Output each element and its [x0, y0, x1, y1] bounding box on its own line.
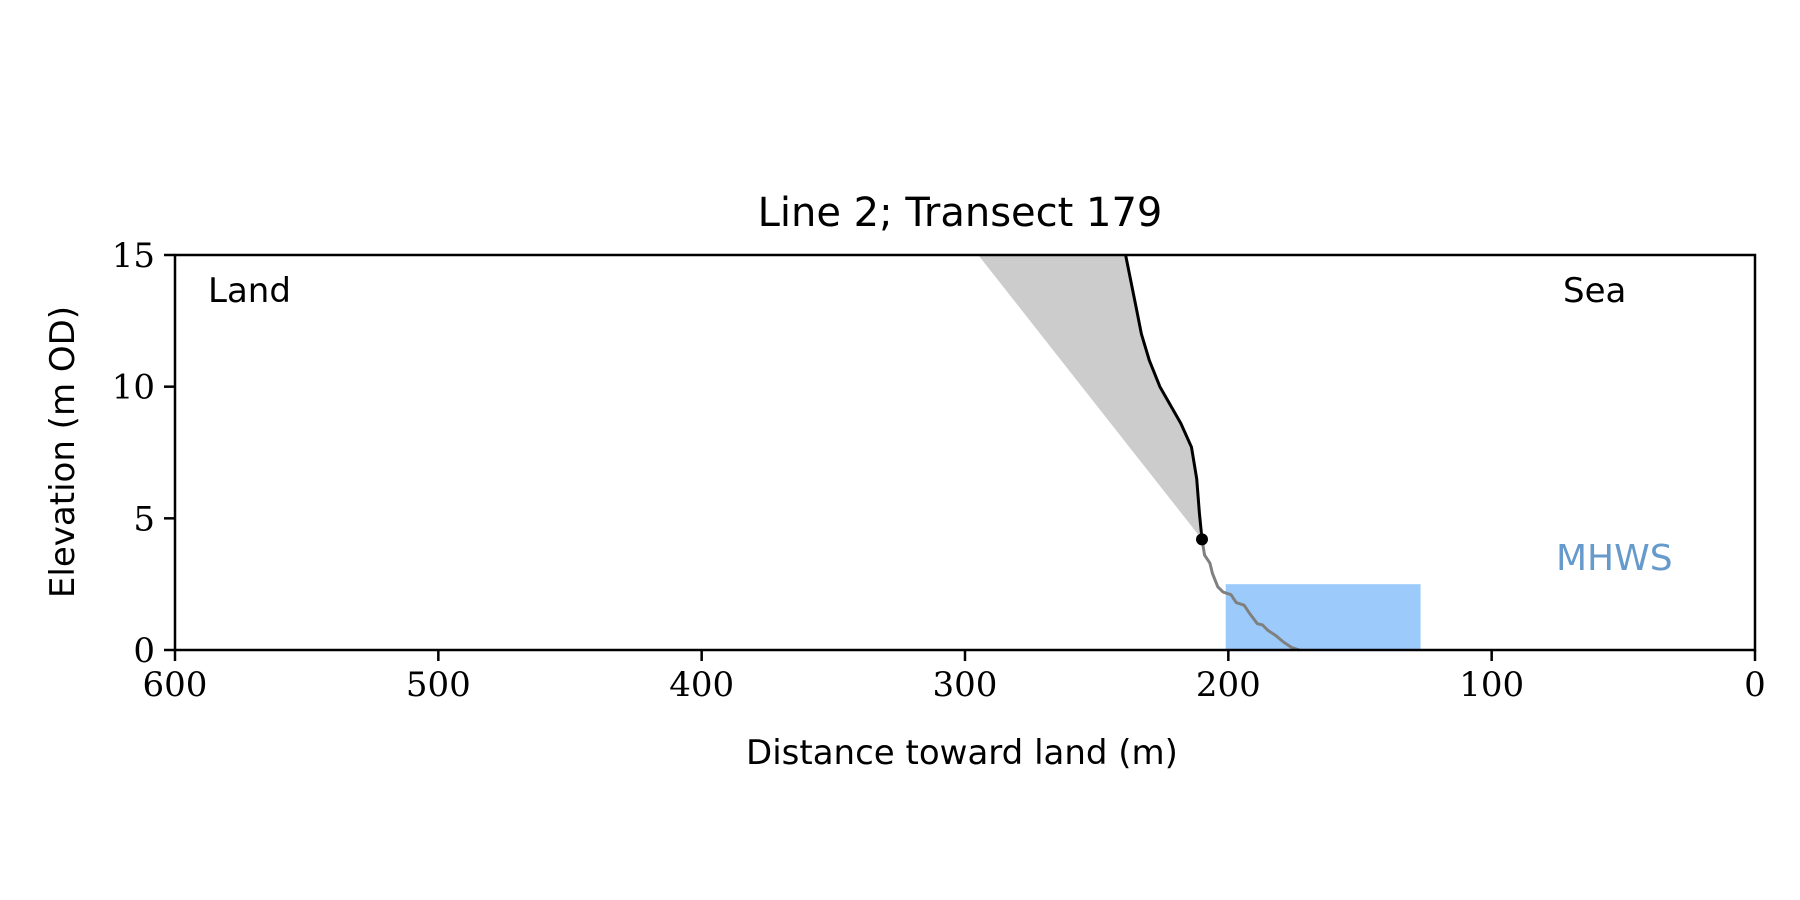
x-tick-label: 300	[933, 665, 998, 705]
plot-area	[978, 254, 1421, 652]
chart-title: Line 2; Transect 179	[758, 190, 1163, 236]
y-axis: 0 5 10 15	[112, 236, 175, 671]
y-tick-label: 0	[133, 631, 155, 671]
y-axis-label: Elevation (m OD)	[43, 306, 83, 598]
x-tick-label: 500	[406, 665, 471, 705]
annotation-sea: Sea	[1563, 271, 1626, 311]
cliff-profile-line	[1124, 254, 1204, 540]
x-tick-label: 600	[143, 665, 208, 705]
y-tick-label: 15	[112, 236, 155, 276]
plot-frame	[173, 253, 1757, 652]
x-axis-label: Distance toward land (m)	[746, 733, 1178, 773]
y-tick-label: 5	[133, 499, 155, 539]
x-axis: 600 500 400 300 200 100 0	[143, 650, 1766, 705]
annotation-mhws: MHWS	[1556, 538, 1673, 579]
x-tick-label: 0	[1744, 665, 1766, 705]
x-tick-label: 100	[1459, 665, 1524, 705]
x-tick-label: 400	[669, 665, 734, 705]
erosion-wedge	[978, 255, 1202, 540]
annotation-land: Land	[208, 271, 291, 311]
beach-profile-line	[1200, 539, 1300, 652]
y-tick-label: 10	[112, 368, 155, 408]
mhws-band	[1225, 584, 1421, 650]
cliff-toe-point	[1196, 533, 1208, 546]
x-tick-label: 200	[1196, 665, 1261, 705]
